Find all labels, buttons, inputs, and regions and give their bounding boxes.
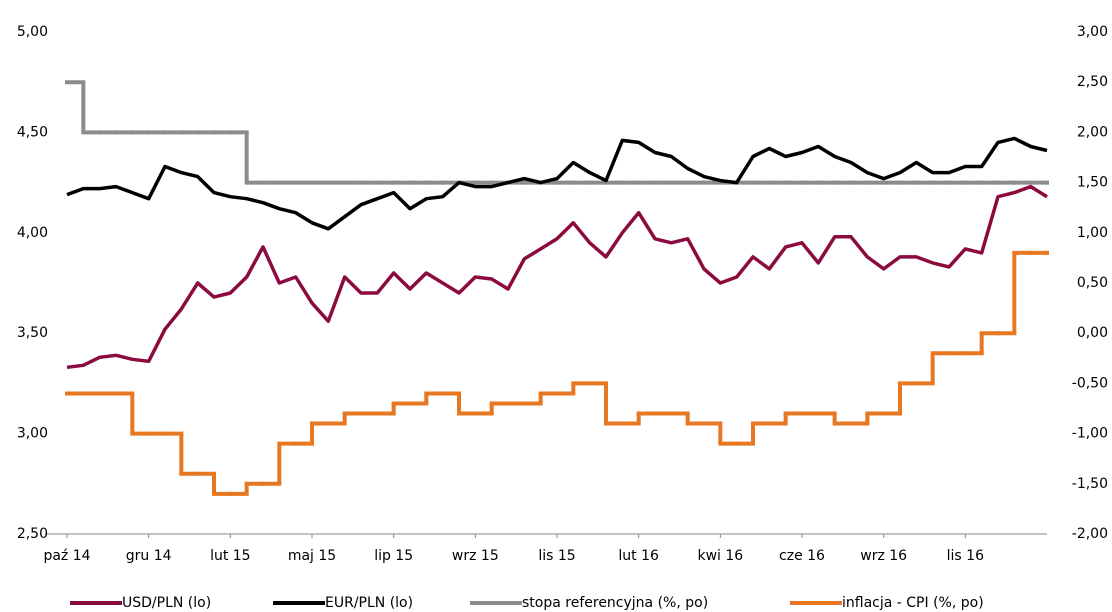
legend-label: EUR/PLN (lo) <box>325 595 413 611</box>
y2-tick-label: -0,50 <box>1072 375 1108 391</box>
y2-tick-label: 2,50 <box>1077 74 1108 90</box>
y2-tick-label: -1,50 <box>1072 476 1108 492</box>
x-tick-label: lip 15 <box>374 548 413 564</box>
y2-tick-label: 3,00 <box>1077 24 1108 40</box>
y2-tick-label: 0,00 <box>1077 325 1108 341</box>
series-line <box>66 184 1048 370</box>
y2-tick-label: -2,00 <box>1072 526 1108 542</box>
x-tick-label: paź 14 <box>43 548 90 564</box>
y-tick-label: 2,50 <box>17 526 48 542</box>
y2-tick-label: 2,00 <box>1077 124 1108 140</box>
y-tick-label: 5,00 <box>17 24 48 40</box>
series-line <box>66 136 1048 231</box>
x-tick-label: gru 14 <box>126 548 172 564</box>
y2-tick-label: -1,00 <box>1072 426 1108 442</box>
y-tick-label: 3,00 <box>17 426 48 442</box>
x-tick-label: lut 16 <box>618 548 659 564</box>
y-tick-label: 4,50 <box>17 124 48 140</box>
x-tick-label: cze 16 <box>779 548 825 564</box>
legend-label: inflacja - CPI (%, po) <box>842 595 984 611</box>
x-tick-label: lis 15 <box>538 548 575 564</box>
y2-tick-label: 0,50 <box>1077 275 1108 291</box>
y-tick-label: 3,50 <box>17 325 48 341</box>
y2-tick-label: 1,50 <box>1077 175 1108 191</box>
x-tick-label: wrz 15 <box>452 548 499 564</box>
x-tick-label: maj 15 <box>288 548 336 564</box>
x-tick-label: wrz 16 <box>860 548 907 564</box>
x-tick-label: lis 16 <box>947 548 984 564</box>
y-tick-label: 4,00 <box>17 225 48 241</box>
x-tick-label: kwi 16 <box>697 548 743 564</box>
legend-label: USD/PLN (lo) <box>122 595 211 611</box>
legend-label: stopa referencyjna (%, po) <box>522 595 708 611</box>
y2-tick-label: 1,00 <box>1077 225 1108 241</box>
x-tick-label: lut 15 <box>210 548 251 564</box>
